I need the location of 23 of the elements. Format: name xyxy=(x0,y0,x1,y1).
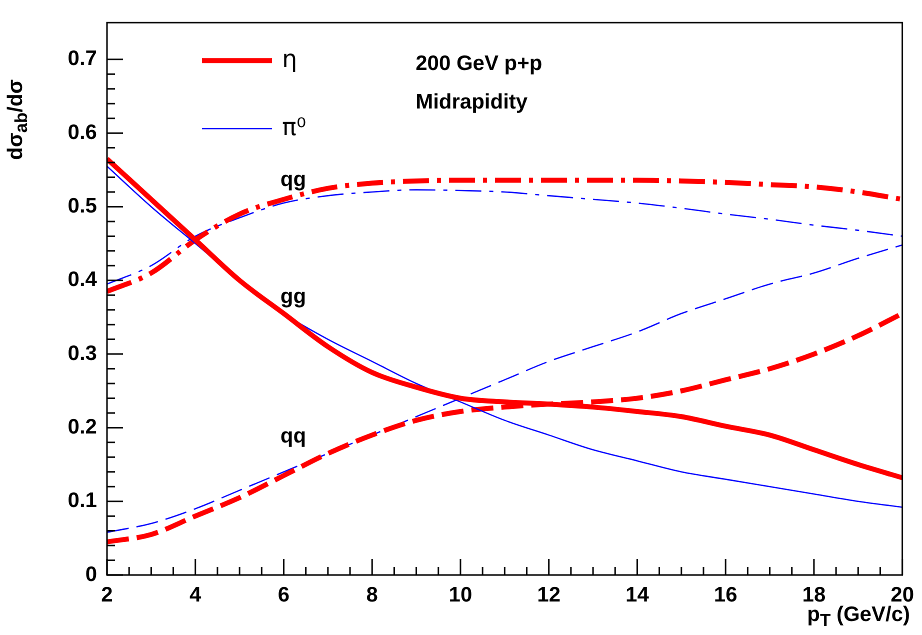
annotation: Midrapidity xyxy=(416,90,528,114)
legend-label: η xyxy=(282,44,298,73)
x-tick-label: 10 xyxy=(448,583,472,606)
x-tick-label: 8 xyxy=(366,583,378,606)
x-tick-label: 2 xyxy=(101,583,113,606)
annotation: qq xyxy=(280,424,306,448)
y-tick-label: 0.3 xyxy=(68,342,97,365)
y-tick-label: 0.5 xyxy=(68,194,98,218)
y-tick-label: 0.2 xyxy=(68,415,97,438)
annotation: qg xyxy=(280,168,306,191)
y-tick-label: 0.1 xyxy=(68,489,98,512)
legend-label: π⁰ xyxy=(282,112,306,141)
annotation: 200 GeV p+p xyxy=(416,52,542,75)
annotation: gg xyxy=(280,284,306,308)
x-tick-label: 16 xyxy=(714,583,738,606)
x-tick-label: 6 xyxy=(278,583,290,606)
y-tick-label: 0 xyxy=(85,562,97,586)
y-tick-label: 0.4 xyxy=(68,268,98,292)
x-tick-label: 4 xyxy=(190,583,202,606)
y-tick-label: 0.7 xyxy=(68,47,97,70)
x-tick-label: 12 xyxy=(537,583,561,606)
x-tick-label: 14 xyxy=(626,583,650,606)
y-tick-label: 0.6 xyxy=(68,120,97,144)
